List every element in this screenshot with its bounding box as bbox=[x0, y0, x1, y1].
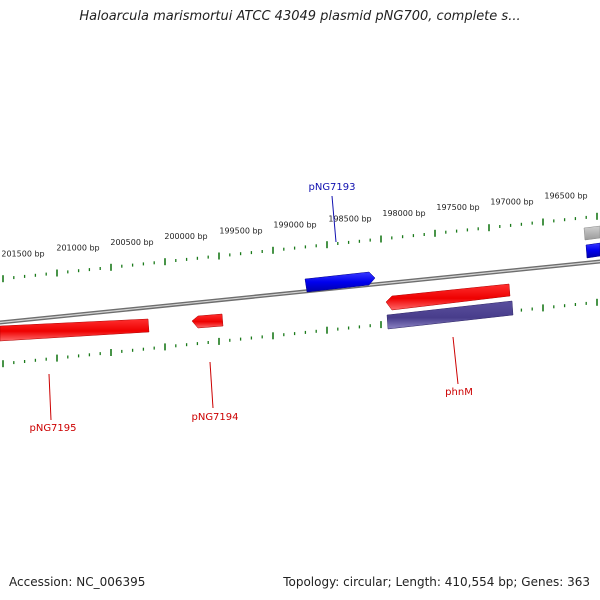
gene-edge-gray[interactable] bbox=[583, 225, 600, 241]
gene-phnM[interactable] bbox=[386, 300, 514, 330]
scale-label: 199000 bp bbox=[273, 221, 316, 230]
pNG7193-leader bbox=[331, 195, 337, 243]
pNG7194-label: pNG7194 bbox=[191, 412, 238, 423]
accession-label: Accession: bbox=[9, 575, 73, 589]
scale-label: 198500 bp bbox=[328, 215, 371, 224]
pNG7195-leader bbox=[48, 373, 52, 421]
scale-label: 201500 bp bbox=[1, 250, 44, 259]
length-label: Length: bbox=[395, 575, 441, 589]
scale-label: 197500 bp bbox=[436, 203, 479, 212]
gene-phnM-red[interactable] bbox=[385, 283, 511, 311]
scale-label: 198000 bp bbox=[382, 209, 425, 218]
backbone-highlight bbox=[0, 260, 600, 324]
topology-value: circular bbox=[343, 575, 388, 589]
scale-labels: 201500 bp 201000 bp 200500 bp 200000 bp 1995… bbox=[1, 192, 587, 259]
accession-value: NC_006395 bbox=[76, 575, 146, 589]
pNG7193-label: pNG7193 bbox=[308, 182, 355, 193]
accession-info: Accession: NC_006395 bbox=[9, 575, 145, 589]
genes-label: Genes: bbox=[521, 575, 564, 589]
scale-label: 199500 bp bbox=[219, 226, 262, 235]
gene-pNG7193[interactable] bbox=[304, 271, 376, 293]
scale-label: 200500 bp bbox=[110, 238, 153, 247]
scale-label: 196500 bp bbox=[544, 192, 587, 201]
genome-summary: Topology: circular; Length: 410,554 bp; … bbox=[283, 575, 590, 589]
topology-label: Topology: bbox=[283, 575, 340, 589]
scale-label: 201000 bp bbox=[56, 244, 99, 253]
scale-label: 200000 bp bbox=[164, 232, 207, 241]
phnM-leader bbox=[452, 336, 459, 385]
pNG7194-leader bbox=[209, 361, 214, 409]
scale-label: 197000 bp bbox=[490, 197, 533, 206]
outer-scale-ticks bbox=[2, 212, 598, 283]
gene-edge-blue[interactable] bbox=[585, 242, 600, 259]
pNG7195-label: pNG7195 bbox=[29, 423, 76, 434]
map-title: Haloarcula marismortui ATCC 43049 plasmi… bbox=[79, 9, 521, 24]
phnM-label: phnM bbox=[445, 387, 473, 398]
length-value: 410,554 bp bbox=[444, 575, 514, 589]
genes-value: 363 bbox=[567, 575, 590, 589]
gene-pNG7194[interactable] bbox=[191, 313, 224, 329]
gene-pNG7195[interactable] bbox=[0, 318, 150, 342]
